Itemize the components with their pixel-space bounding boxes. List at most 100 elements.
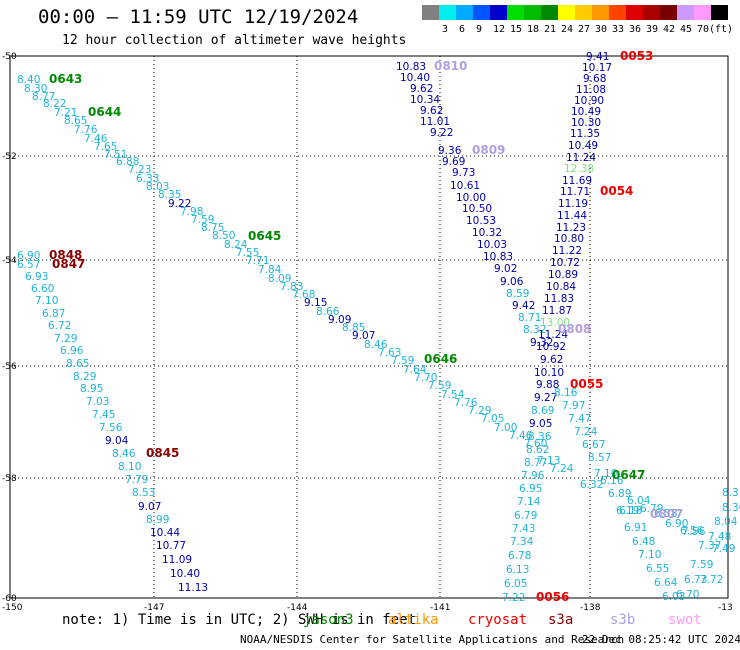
map-subtitle: 12 hour collection of altimeter wave hei… xyxy=(62,33,407,48)
legend-level-label: 24 xyxy=(561,24,574,35)
wave-height-label: 11.13 xyxy=(178,582,208,594)
satellite-cryosat: cryosat xyxy=(468,612,528,628)
wave-height-label: 9.15 xyxy=(304,297,327,309)
wave-height-label: 8.35 xyxy=(158,189,181,201)
wave-height-label: 9.36 xyxy=(438,145,462,157)
wave-height-label: 12.38 xyxy=(564,163,594,175)
wave-height-label: 6.16 xyxy=(600,475,624,487)
wave-height-label: 9.04 xyxy=(105,435,129,447)
wave-height-label: 8.30 xyxy=(722,502,740,514)
wave-height-label: 10.34 xyxy=(410,94,440,106)
pass-time-label: 0053 xyxy=(620,49,653,63)
wave-height-label: 7.10 xyxy=(594,468,617,480)
wave-height-label: 8.32 xyxy=(523,324,546,336)
legend-swatch xyxy=(660,5,677,20)
lat-tick-label: -56 xyxy=(2,362,17,372)
wave-height-label: 6.90 xyxy=(17,250,40,262)
wave-height-label: 9.09 xyxy=(328,314,351,326)
legend-swatch xyxy=(524,5,541,20)
wave-height-label: 6.64 xyxy=(654,577,678,589)
wave-height-label: 7.54 xyxy=(441,389,465,401)
wave-height-label: 10.84 xyxy=(546,281,576,293)
wave-height-label: 10.89 xyxy=(548,269,578,281)
satellite-legend: jason3 altika cryosat s3a s3b swot xyxy=(0,612,740,628)
wave-height-label: 8.99 xyxy=(146,514,169,526)
wave-height-label: 10.61 xyxy=(450,180,480,192)
wave-height-label: 7.84 xyxy=(258,264,282,276)
wave-height-label: 7.46 xyxy=(84,133,108,145)
wave-height-label: 7.65 xyxy=(94,141,117,153)
wave-height-label: 8.46 xyxy=(364,339,388,351)
wave-height-label: 7.46 xyxy=(509,430,533,442)
wave-height-label: 7.22 xyxy=(502,592,525,604)
wave-height-label: 7.79 xyxy=(125,474,148,486)
wave-height-label: 8.65 xyxy=(64,115,87,127)
pass-time-label: 0845 xyxy=(146,446,179,460)
wave-height-label: 10.17 xyxy=(582,62,612,74)
wave-height-label: 10.49 xyxy=(571,106,601,118)
wave-height-label: 9.07 xyxy=(138,501,161,513)
wave-height-label: 7.59 xyxy=(428,380,451,392)
legend-swatch xyxy=(490,5,507,20)
legend-swatch xyxy=(626,5,643,20)
footnote: note: 1) Time is in UTC; 2) SWH is in fe… xyxy=(62,612,417,628)
wave-height-label: 6.95 xyxy=(519,483,542,495)
wave-height-label: 7.70 xyxy=(414,372,437,384)
legend-level-label: 18 xyxy=(527,24,540,35)
wave-height-label: 7.96 xyxy=(521,470,545,482)
satellite-s3a: s3a xyxy=(548,612,574,628)
wave-height-label: 6.78 xyxy=(508,550,531,562)
pass-time-label: 0810 xyxy=(434,59,467,73)
pass-time-label: 0646 xyxy=(424,352,457,366)
legend-swatch xyxy=(592,5,609,20)
legend-swatch xyxy=(694,5,711,20)
wave-height-label: 7.56 xyxy=(99,422,123,434)
wave-height-label: 9.05 xyxy=(529,418,552,430)
wave-height-label: 9.22 xyxy=(430,127,453,139)
pass-time-label: 0643 xyxy=(49,72,82,86)
wave-height-label: 8.50 xyxy=(212,230,235,242)
wave-height-label: 6.89 xyxy=(608,488,631,500)
wave-height-label: 8.09 xyxy=(268,273,291,285)
wave-height-label: 8.62 xyxy=(526,444,549,456)
legend-level-label: 9 xyxy=(476,24,483,35)
wave-height-label: 6.19 xyxy=(616,505,639,517)
wave-height-label: 6.33 xyxy=(136,173,159,185)
wave-height-label: 8.59 xyxy=(506,288,529,300)
wave-height-label: 8.71 xyxy=(518,312,541,324)
wave-height-label: 8.77 xyxy=(524,457,547,469)
wave-height-label: 10.10 xyxy=(534,367,564,379)
legend-level-label: 30 xyxy=(595,24,608,35)
wave-height-label: 7.64 xyxy=(403,364,427,376)
wave-height-label: 11.69 xyxy=(562,175,592,187)
wave-height-label: 10.44 xyxy=(150,527,180,539)
wave-height-label: 7.13 xyxy=(537,455,560,467)
wave-height-label: 9.27 xyxy=(534,392,557,404)
wave-height-label: 7.24 xyxy=(550,463,574,475)
wave-height-label: 8.04 xyxy=(714,516,738,528)
wave-height-label: 7.47 xyxy=(568,413,591,425)
wave-height-label: 7.43 xyxy=(512,523,535,535)
wave-height-label: 8.29 xyxy=(73,371,96,383)
legend-swatch xyxy=(507,5,524,20)
wave-height-label: 10.80 xyxy=(554,233,584,245)
wave-height-label: 10.90 xyxy=(574,95,604,107)
wave-height-label: 6.72 xyxy=(48,320,71,332)
wave-height-label: 9.62 xyxy=(420,105,443,117)
map-frame xyxy=(9,55,729,599)
generation-time: 22 Dec 08:25:42 UTC 2024 xyxy=(582,633,740,646)
wave-height-label: 10.53 xyxy=(466,215,496,227)
wave-height-label: 11.01 xyxy=(420,116,450,128)
wave-height-label: 10.40 xyxy=(170,568,200,580)
wave-height-label: 9.73 xyxy=(452,167,475,179)
wave-height-label: 7.72 xyxy=(700,574,723,586)
wave-height-label: 6.60 xyxy=(31,283,54,295)
wave-height-label: 8.85 xyxy=(342,322,365,334)
wave-height-label: 7.51 xyxy=(104,149,127,161)
wave-height-label: 7.05 xyxy=(481,413,504,425)
legend-level-label: 36 xyxy=(629,24,642,35)
wave-height-label: 10.77 xyxy=(156,540,186,552)
wave-height-label: 7.59 xyxy=(690,559,713,571)
wave-height-label: 7.45 xyxy=(92,409,115,421)
